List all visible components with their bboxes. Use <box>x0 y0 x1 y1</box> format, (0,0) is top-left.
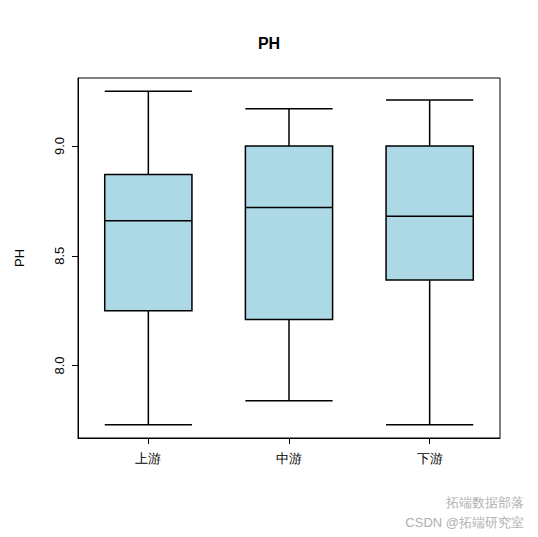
svg-text:8.5: 8.5 <box>52 247 67 265</box>
svg-text:中游: 中游 <box>276 451 302 466</box>
svg-text:PH: PH <box>12 249 27 267</box>
svg-text:上游: 上游 <box>135 451 161 466</box>
svg-text:8.0: 8.0 <box>52 357 67 375</box>
svg-text:9.0: 9.0 <box>52 137 67 155</box>
svg-text:下游: 下游 <box>417 451 443 466</box>
svg-text:CSDN @拓端研究室: CSDN @拓端研究室 <box>405 515 524 530</box>
svg-text:拓端数据部落: 拓端数据部落 <box>445 495 524 510</box>
svg-text:PH: PH <box>258 35 280 52</box>
